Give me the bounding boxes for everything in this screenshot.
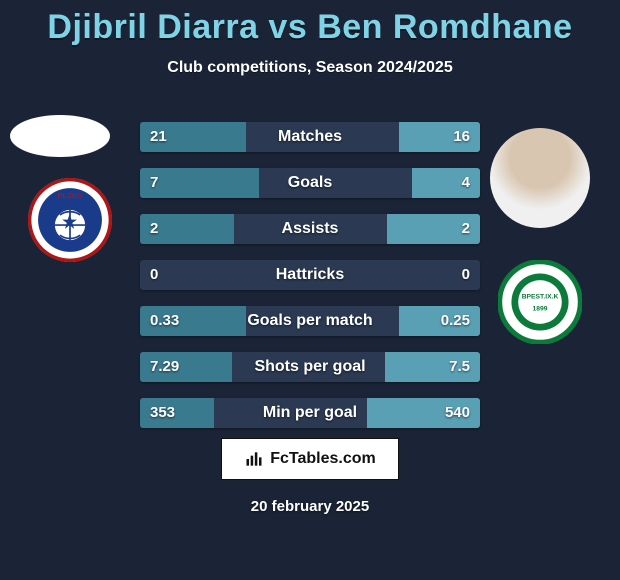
svg-text:BPEST.IX.K: BPEST.IX.K — [522, 294, 559, 301]
stat-row: 353540Min per goal — [140, 398, 480, 428]
stat-row: 74Goals — [140, 168, 480, 198]
stat-row: 7.297.5Shots per goal — [140, 352, 480, 382]
branding-text: FcTables.com — [270, 450, 376, 468]
stat-label: Goals per match — [140, 306, 480, 336]
stat-row: 2116Matches — [140, 122, 480, 152]
branding-badge: FcTables.com — [221, 438, 399, 480]
stat-label: Goals — [140, 168, 480, 198]
svg-text:1899: 1899 — [533, 305, 548, 312]
stat-row: 22Assists — [140, 214, 480, 244]
stats-area: 2116Matches 74Goals 22Assists 00Hattricks 0.… — [140, 122, 480, 444]
club-left-badge: PLZEŇ — [28, 178, 112, 262]
stat-label: Shots per goal — [140, 352, 480, 382]
chart-icon — [244, 449, 264, 469]
comparison-date: 20 february 2025 — [0, 498, 620, 515]
svg-text:PLZEŇ: PLZEŇ — [58, 191, 83, 200]
comparison-title: Djibril Diarra vs Ben Romdhane — [0, 0, 620, 47]
stat-label: Matches — [140, 122, 480, 152]
stat-label: Assists — [140, 214, 480, 244]
club-right-badge: BPEST.IX.K 1899 — [498, 260, 582, 344]
comparison-subtitle: Club competitions, Season 2024/2025 — [0, 59, 620, 77]
stat-label: Hattricks — [140, 260, 480, 290]
stat-row: 0.330.25Goals per match — [140, 306, 480, 336]
stat-row: 00Hattricks — [140, 260, 480, 290]
player-left-avatar — [10, 115, 110, 157]
stat-label: Min per goal — [140, 398, 480, 428]
player-right-avatar — [490, 128, 590, 228]
